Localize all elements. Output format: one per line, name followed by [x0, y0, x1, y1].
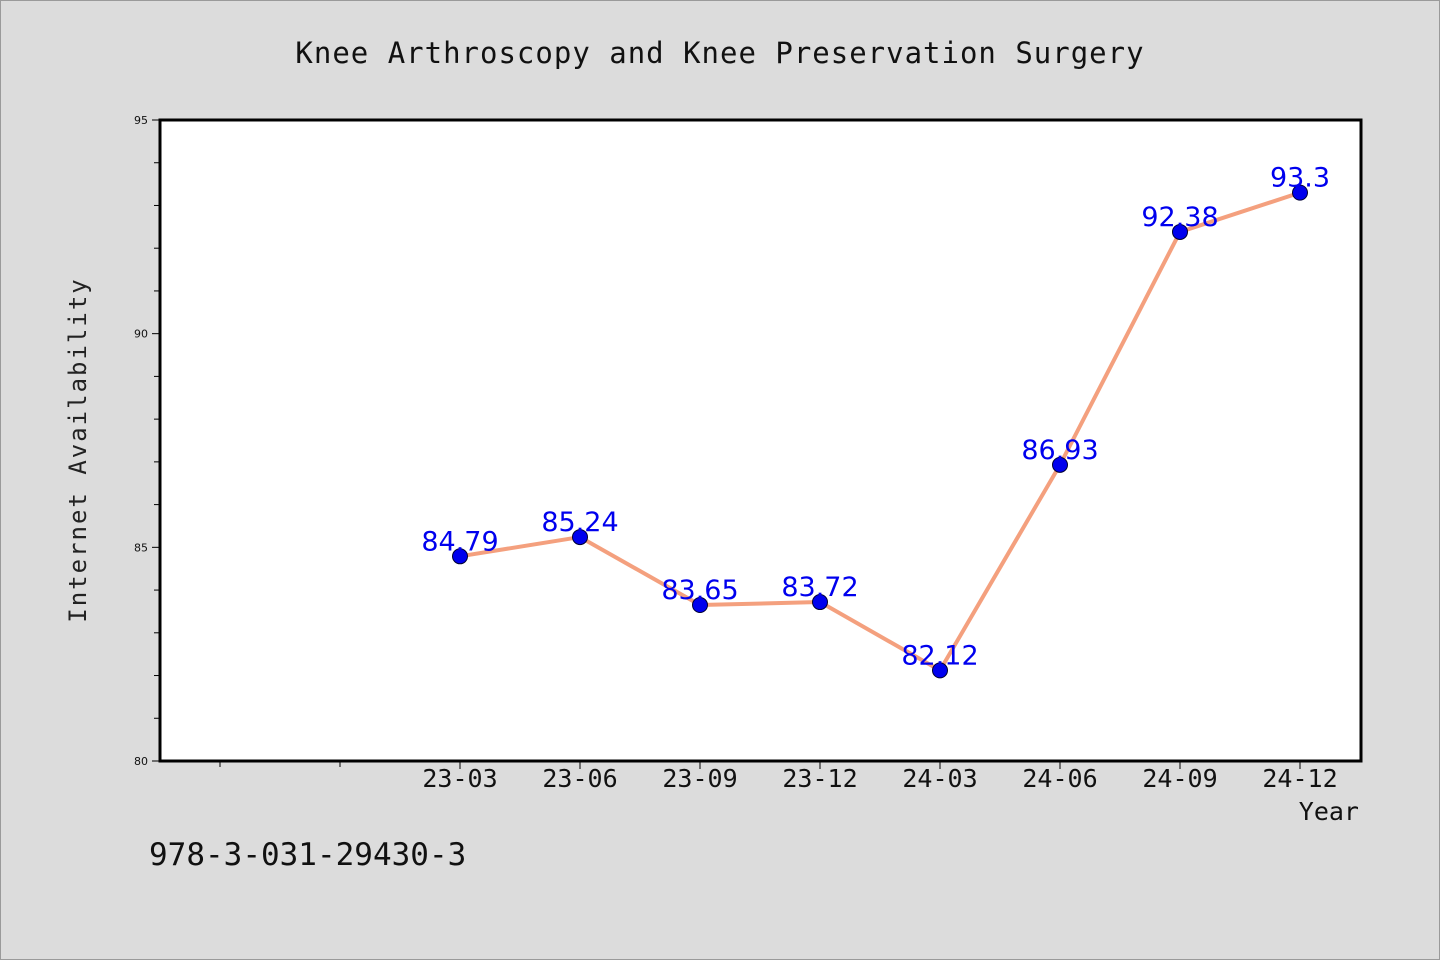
data-label: 92.38	[1141, 202, 1218, 233]
data-label: 85.24	[541, 507, 618, 538]
chart-title: Knee Arthroscopy and Knee Preservation S…	[295, 36, 1144, 70]
x-tick-label: 24-09	[1142, 764, 1217, 793]
series-internet-availability: 84.79 85.24 83.65 83.72 82.12 86.93 92.38 93.3	[421, 163, 1330, 679]
x-axis-label: Year	[1299, 797, 1359, 826]
data-label: 84.79	[421, 526, 498, 557]
y-axis-label: Internet Availability	[64, 277, 92, 622]
data-point	[1172, 223, 1188, 240]
x-tick-label: 24-06	[1022, 764, 1097, 793]
data-point	[812, 594, 828, 611]
x-tick-label: 23-12	[782, 764, 857, 793]
data-label: 83.65	[661, 575, 738, 606]
data-point	[1292, 184, 1308, 201]
data-label: 83.72	[781, 572, 858, 603]
x-tick-label: 23-09	[662, 764, 737, 793]
y-tick-label: 95	[134, 114, 148, 127]
data-label: 93.3	[1270, 163, 1330, 194]
data-point	[572, 529, 588, 546]
y-tick-label: 90	[134, 328, 148, 341]
y-tick-label: 80	[134, 755, 148, 768]
x-tick-label: 24-03	[902, 764, 977, 793]
x-tick-label: 23-06	[542, 764, 617, 793]
y-axis: 80 85 90 95	[134, 114, 160, 768]
data-point	[692, 597, 708, 614]
data-point	[452, 548, 468, 565]
x-axis: 23-03 23-06 23-09 23-12 24-03 24-06 24-09 24-12	[219, 761, 1338, 793]
x-tick-label: 24-12	[1262, 764, 1337, 793]
data-label: 82.12	[901, 640, 978, 671]
data-point	[1052, 456, 1068, 473]
y-tick-label: 85	[134, 541, 148, 554]
plot-area	[158, 118, 1363, 763]
isbn-footer-text: 978-3-031-29430-3	[149, 837, 466, 873]
data-point	[932, 662, 948, 679]
series-line	[458, 190, 1302, 673]
data-label: 86.93	[1021, 435, 1098, 466]
x-tick-label: 23-03	[422, 764, 497, 793]
